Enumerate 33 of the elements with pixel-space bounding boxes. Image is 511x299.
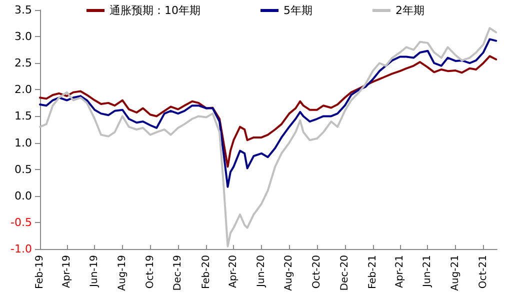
x-tick-label: Feb-21 xyxy=(368,255,379,290)
line-series xyxy=(39,38,498,188)
legend-label: 2年期 xyxy=(396,4,424,17)
y-tick-label: 0.5 xyxy=(14,162,32,176)
y-tick-label: 2.0 xyxy=(14,83,32,96)
y-tick-label: -0.5 xyxy=(10,216,32,229)
legend-label: 通胀预期：10年期 xyxy=(110,4,201,17)
x-tick-label: Apr-21 xyxy=(394,255,406,288)
x-tick-label: Dec-20 xyxy=(339,255,350,291)
x-tick-label: Feb-20 xyxy=(200,255,212,290)
y-tick-label: 3.0 xyxy=(14,30,32,44)
legend-label: 5年期 xyxy=(284,4,312,17)
y-tick-label: -1.0 xyxy=(10,242,32,256)
x-tick-label: Oct-21 xyxy=(478,255,489,289)
x-tick-label: Feb-19 xyxy=(34,255,46,290)
x-tick-label: Dec-19 xyxy=(172,255,184,291)
y-tick-label: 2.5 xyxy=(14,56,32,70)
x-tick-label: Jun-20 xyxy=(256,255,267,288)
x-tick-label: Jun-21 xyxy=(422,255,434,288)
y-tick-label: 1.0 xyxy=(14,136,32,150)
line-series xyxy=(39,55,498,168)
x-tick-label: Oct-19 xyxy=(144,255,156,289)
x-tick-label: Oct-20 xyxy=(312,255,323,289)
y-tick-label: 3.5 xyxy=(14,4,32,16)
x-tick-label: Jun-19 xyxy=(89,255,100,288)
x-tick-label: Apr-19 xyxy=(61,255,72,288)
x-tick-label: Apr-20 xyxy=(228,255,240,288)
y-tick-label: 1.5 xyxy=(14,110,32,123)
x-tick-label: Aug-20 xyxy=(284,255,295,291)
line-series xyxy=(39,27,498,248)
y-tick-label: 0.0 xyxy=(14,189,32,202)
x-tick-label: Aug-21 xyxy=(450,255,462,291)
x-tick-label: Aug-19 xyxy=(116,255,128,291)
